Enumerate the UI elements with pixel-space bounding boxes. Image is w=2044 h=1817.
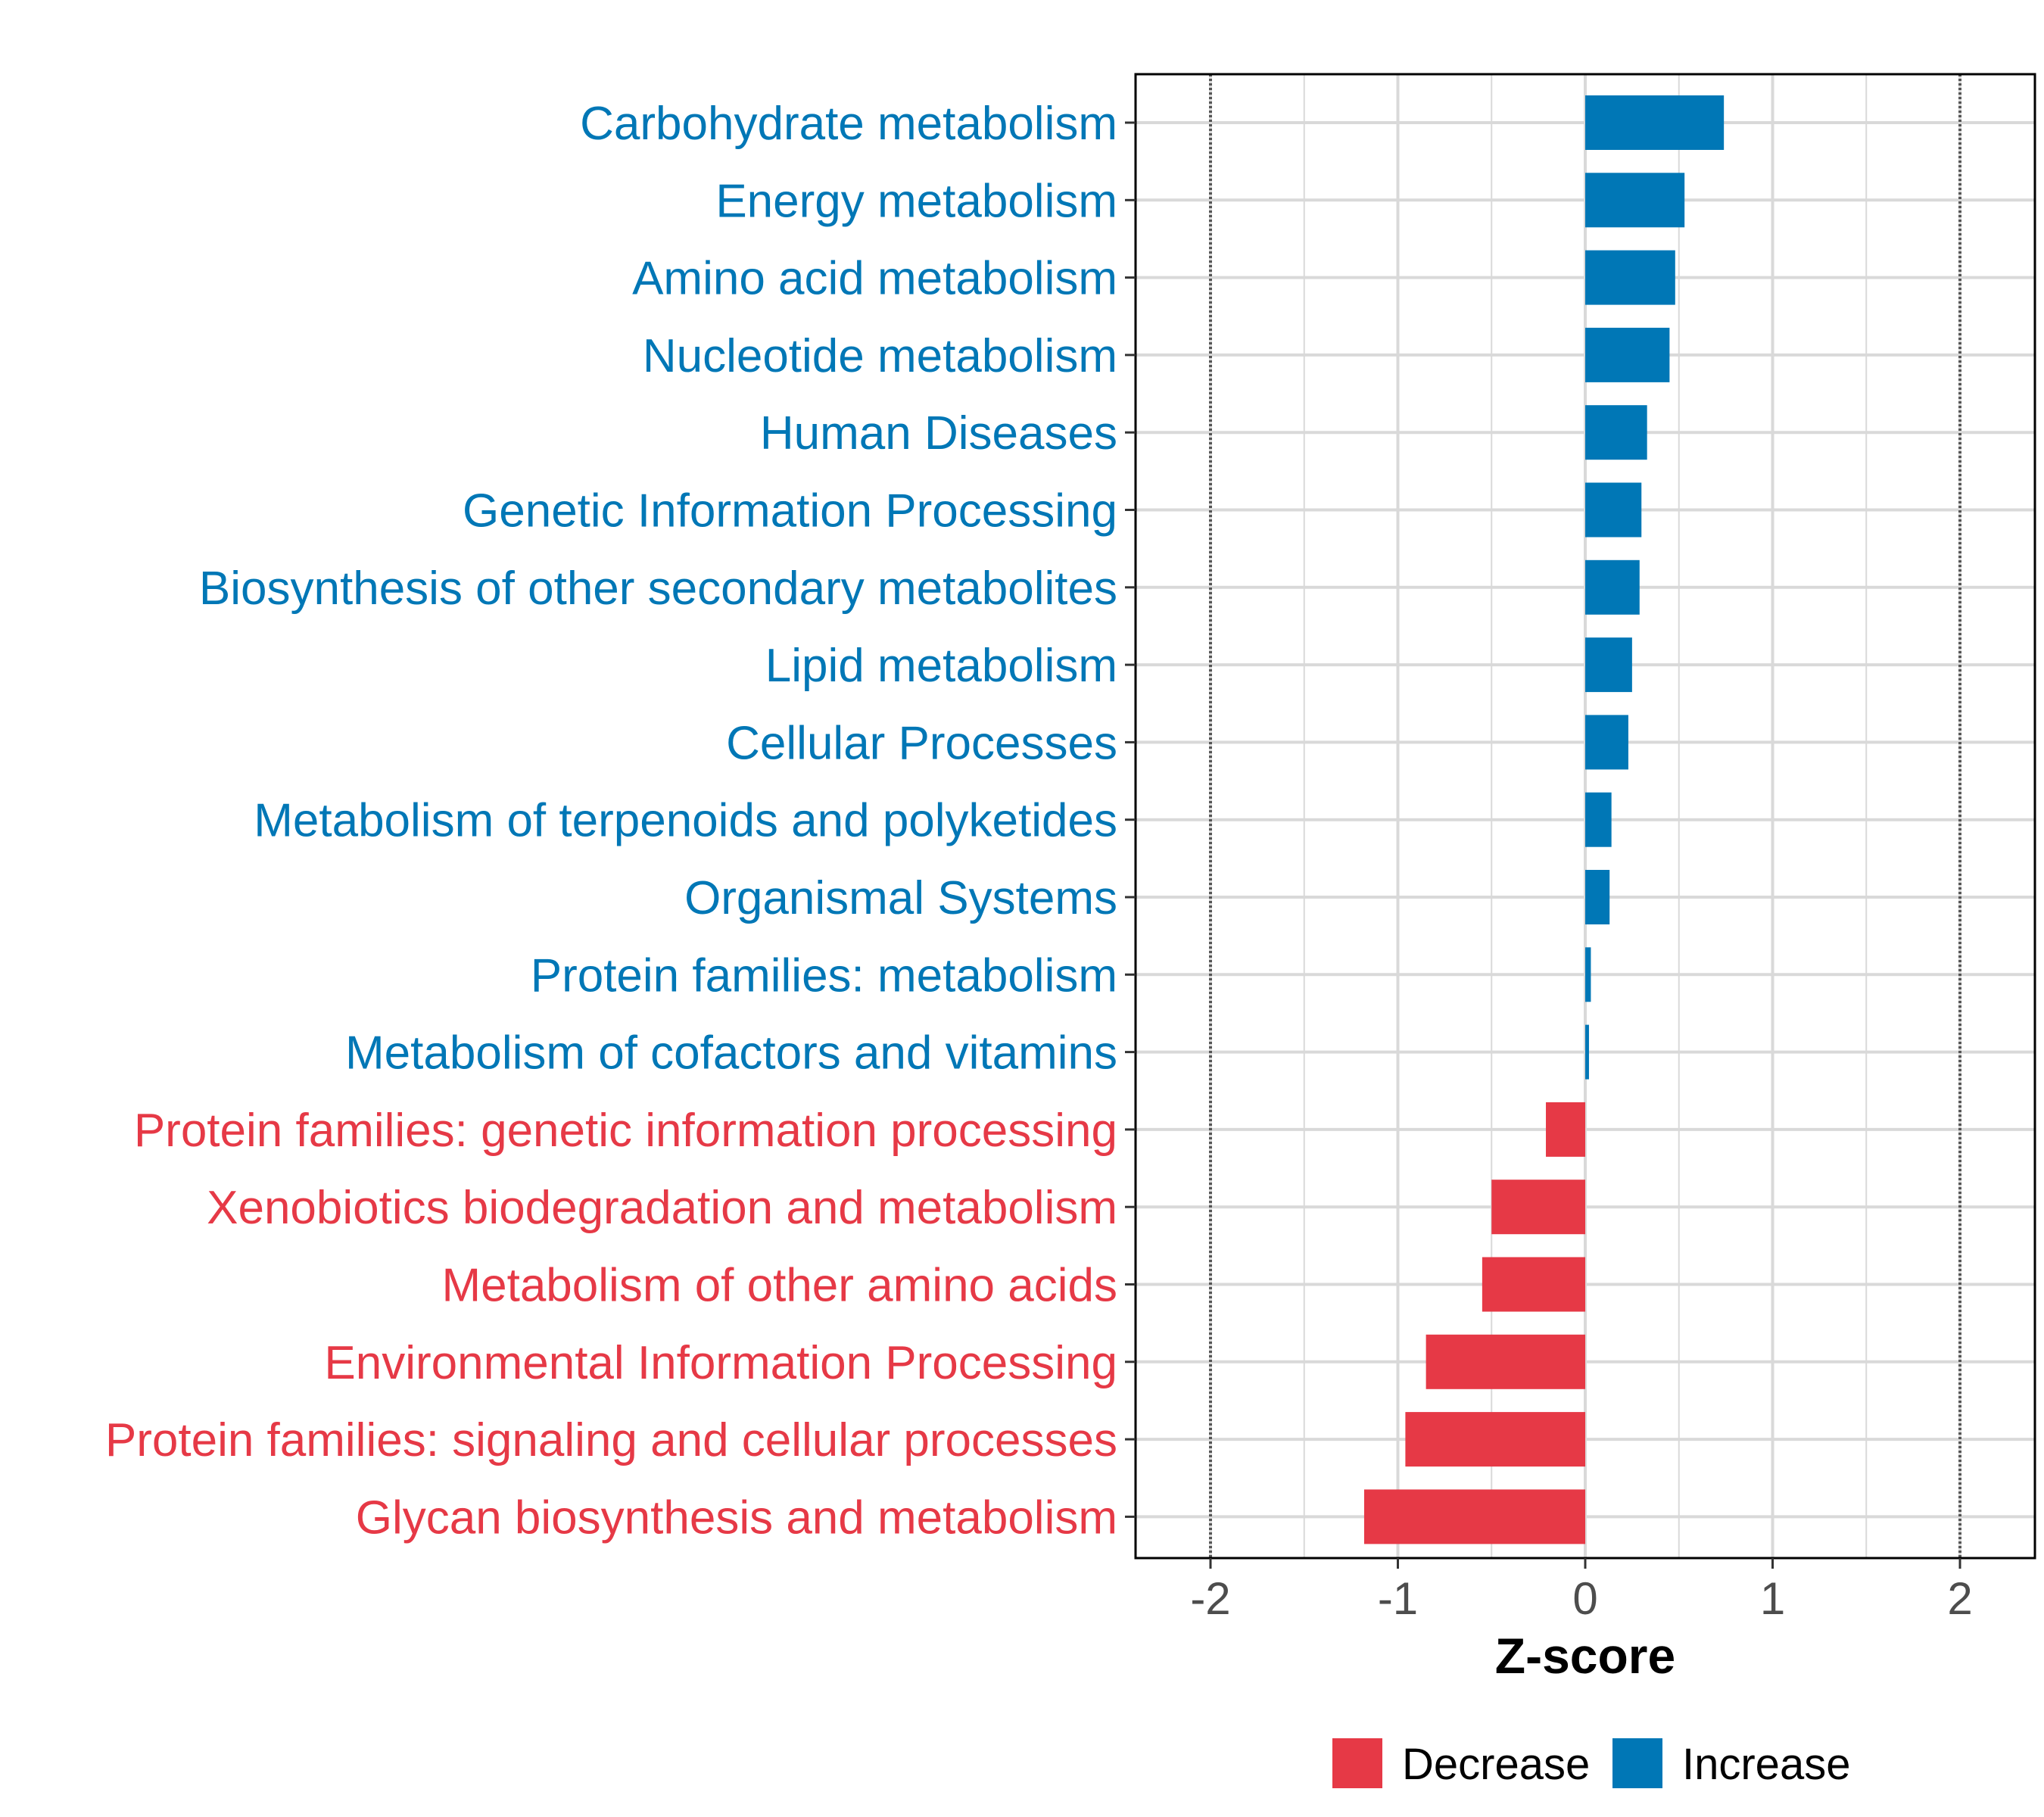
x-tick-label: 2 xyxy=(1947,1573,1972,1624)
bar xyxy=(1585,1024,1589,1080)
category-label: Carbohydrate metabolism xyxy=(580,98,1117,150)
bar xyxy=(1482,1257,1585,1312)
category-label: Genetic Information Processing xyxy=(463,485,1117,538)
category-label: Human Diseases xyxy=(760,407,1117,460)
x-tick-label: -2 xyxy=(1190,1573,1230,1624)
bar xyxy=(1585,559,1640,615)
category-label: Biosynthesis of other secondary metaboli… xyxy=(199,563,1117,615)
bar xyxy=(1585,250,1675,305)
bar xyxy=(1363,1489,1585,1544)
bar xyxy=(1585,637,1632,693)
bar xyxy=(1585,327,1670,382)
bar xyxy=(1585,947,1591,1002)
category-label: Environmental Information Processing xyxy=(324,1337,1117,1389)
bars xyxy=(1363,95,1725,1544)
decrease-legend-label: Decrease xyxy=(1402,1740,1590,1789)
bar xyxy=(1426,1334,1585,1389)
increase-legend-label: Increase xyxy=(1682,1740,1850,1789)
category-label: Metabolism of other amino acids xyxy=(441,1260,1117,1312)
category-label: Protein families: signaling and cellular… xyxy=(105,1414,1117,1466)
x-axis-title: Z-score xyxy=(1495,1628,1675,1684)
category-label: Organismal Systems xyxy=(684,872,1117,924)
category-label: Metabolism of terpenoids and polyketides xyxy=(254,795,1117,847)
category-label: Nucleotide metabolism xyxy=(643,330,1117,382)
x-tick-label: -1 xyxy=(1378,1573,1418,1624)
bar xyxy=(1585,870,1610,924)
category-label: Protein families: genetic information pr… xyxy=(134,1105,1117,1157)
legend: Decrease Increase xyxy=(1332,1738,1850,1789)
category-label: Lipid metabolism xyxy=(765,640,1117,692)
category-label: Energy metabolism xyxy=(715,175,1117,227)
bar xyxy=(1546,1102,1585,1157)
category-label: Glycan biosynthesis and metabolism xyxy=(356,1491,1117,1544)
bar xyxy=(1405,1412,1585,1467)
y-axis: Carbohydrate metabolism Energy metabolism… xyxy=(105,98,1136,1544)
x-tick-label: 1 xyxy=(1760,1573,1785,1624)
bar xyxy=(1585,482,1642,538)
category-label: Cellular Processes xyxy=(726,717,1117,769)
category-label: Xenobiotics biodegradation and metabolis… xyxy=(207,1182,1117,1234)
category-label: Amino acid metabolism xyxy=(632,253,1117,305)
increase-legend-swatch xyxy=(1612,1738,1662,1788)
reference-lines xyxy=(1209,74,1961,1558)
bar xyxy=(1585,715,1628,770)
x-tick-label: 0 xyxy=(1572,1573,1597,1624)
bar xyxy=(1585,405,1647,460)
bar xyxy=(1585,173,1685,228)
category-label: Metabolism of cofactors and vitamins xyxy=(345,1027,1117,1080)
bar xyxy=(1585,95,1725,150)
bar xyxy=(1585,792,1612,847)
bar xyxy=(1491,1180,1585,1235)
category-label: Protein families: metabolism xyxy=(531,949,1117,1002)
decrease-legend-swatch xyxy=(1332,1738,1382,1788)
x-axis: -2 -1 0 1 2 xyxy=(1190,1558,1973,1624)
